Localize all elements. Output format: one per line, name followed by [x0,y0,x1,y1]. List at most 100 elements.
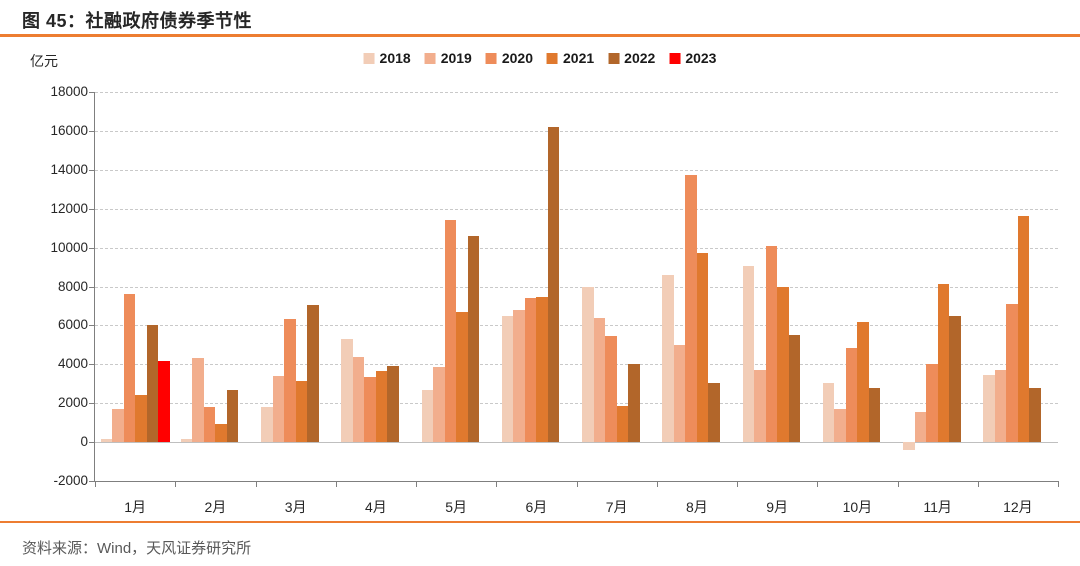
bar-2023-1月 [158,361,170,443]
legend-swatch-icon [669,52,681,64]
bar-2018-3月 [261,407,273,443]
bar-2019-2月 [192,358,204,443]
y-tick [89,247,94,249]
bar-2021-4月 [375,371,388,443]
legend-label: 2020 [501,50,533,66]
gridline [95,92,1058,93]
bar-2021-12月 [1017,215,1030,443]
y-tick [89,286,94,288]
y-axis-line [94,92,95,481]
source-note: 资料来源：Wind，天风证券研究所 [22,540,252,557]
legend-item-2020: 2020 [485,50,533,66]
y-tick-label: 14000 [50,161,88,177]
bar-2021-5月 [456,311,468,443]
bar-2021-6月 [536,297,548,443]
bar-2020-7月 [605,336,617,443]
bar-2019-11月 [914,411,927,443]
bar-2022-7月 [628,364,640,443]
bar-2018-9月 [742,266,755,443]
bar-2020-8月 [685,174,697,443]
gridline [95,208,1058,210]
gridline [95,286,1058,288]
bar-2021-10月 [857,322,869,443]
y-tick [89,92,94,93]
bar-2020-3月 [284,318,296,443]
y-tick [89,325,94,327]
bar-2020-9月 [765,245,778,443]
x-tick [95,481,96,487]
legend-swatch-icon [424,52,436,64]
x-tick [416,481,417,487]
bar-2021-2月 [215,423,227,443]
legend-label: 2018 [379,50,411,66]
legend-label: 2023 [685,50,717,66]
y-tick-label: -2000 [53,473,88,488]
bar-2020-1月 [123,294,136,443]
x-tick-label: 5月 [445,499,468,515]
bottom-accent-rule [0,521,1080,523]
x-tick-label: 1月 [124,499,147,515]
y-axis-unit-label: 亿元 [30,53,58,69]
x-tick [656,481,658,487]
x-tick [335,481,337,487]
bar-2018-6月 [501,315,514,443]
y-tick [89,169,94,171]
bar-2021-8月 [696,253,709,443]
bar-2018-2月 [180,439,193,443]
chart-legend: 2018 2019 2020 2021 2022 2023 [363,50,716,66]
bar-2018-7月 [582,286,594,443]
bar-2021-7月 [616,406,629,443]
x-tick [977,481,979,487]
y-tick-label: 2000 [57,395,88,411]
bar-2022-3月 [307,304,319,443]
y-tick-label: 4000 [57,356,88,372]
bar-2022-9月 [788,335,801,443]
bar-2018-8月 [662,274,674,443]
x-tick-label: 12月 [1003,499,1033,515]
x-tick [255,481,257,487]
bar-2022-11月 [949,315,961,443]
x-tick-label: 7月 [605,499,628,515]
x-tick-label: 11月 [923,499,952,515]
bar-2019-6月 [513,309,525,443]
bar-2019-7月 [593,317,606,443]
bar-2018-11月 [903,442,915,450]
bar-2020-12月 [1006,304,1018,443]
x-axis-line [94,481,1058,482]
bar-2019-9月 [754,370,766,443]
bar-2019-8月 [673,344,686,443]
zero-gridline [95,442,1058,444]
gridline [95,169,1058,171]
y-tick-label: 18000 [50,84,88,99]
x-tick [496,481,498,487]
y-tick [89,130,94,132]
gridline [95,364,1058,366]
bar-2020-2月 [203,407,216,443]
bar-2020-4月 [364,376,376,443]
legend-swatch-icon [363,52,375,64]
bar-2022-1月 [146,325,159,443]
gridline [95,403,1058,405]
bar-2018-4月 [341,339,353,443]
x-tick [897,481,899,487]
bar-2020-6月 [524,298,537,443]
x-tick-label: 2月 [204,499,227,515]
legend-item-2019: 2019 [424,50,472,66]
x-tick-label: 4月 [364,499,387,515]
legend-item-2022: 2022 [608,50,655,66]
bar-2022-5月 [467,235,480,443]
y-tick-label: 12000 [50,200,88,216]
bar-2022-8月 [708,382,720,443]
legend-item-2023: 2023 [669,50,716,66]
legend-item-2018: 2018 [363,50,411,66]
bar-2018-5月 [421,389,434,443]
bar-2019-3月 [272,375,285,443]
bar-2018-12月 [983,374,995,443]
y-tick-label: 8000 [57,278,88,294]
x-tick-label: 6月 [525,499,548,515]
y-tick [89,208,94,210]
bar-2022-6月 [547,127,560,443]
gridline [95,325,1058,327]
figure-title: 图 45：社融政府债券季节性 [22,11,253,31]
x-tick [737,481,738,487]
